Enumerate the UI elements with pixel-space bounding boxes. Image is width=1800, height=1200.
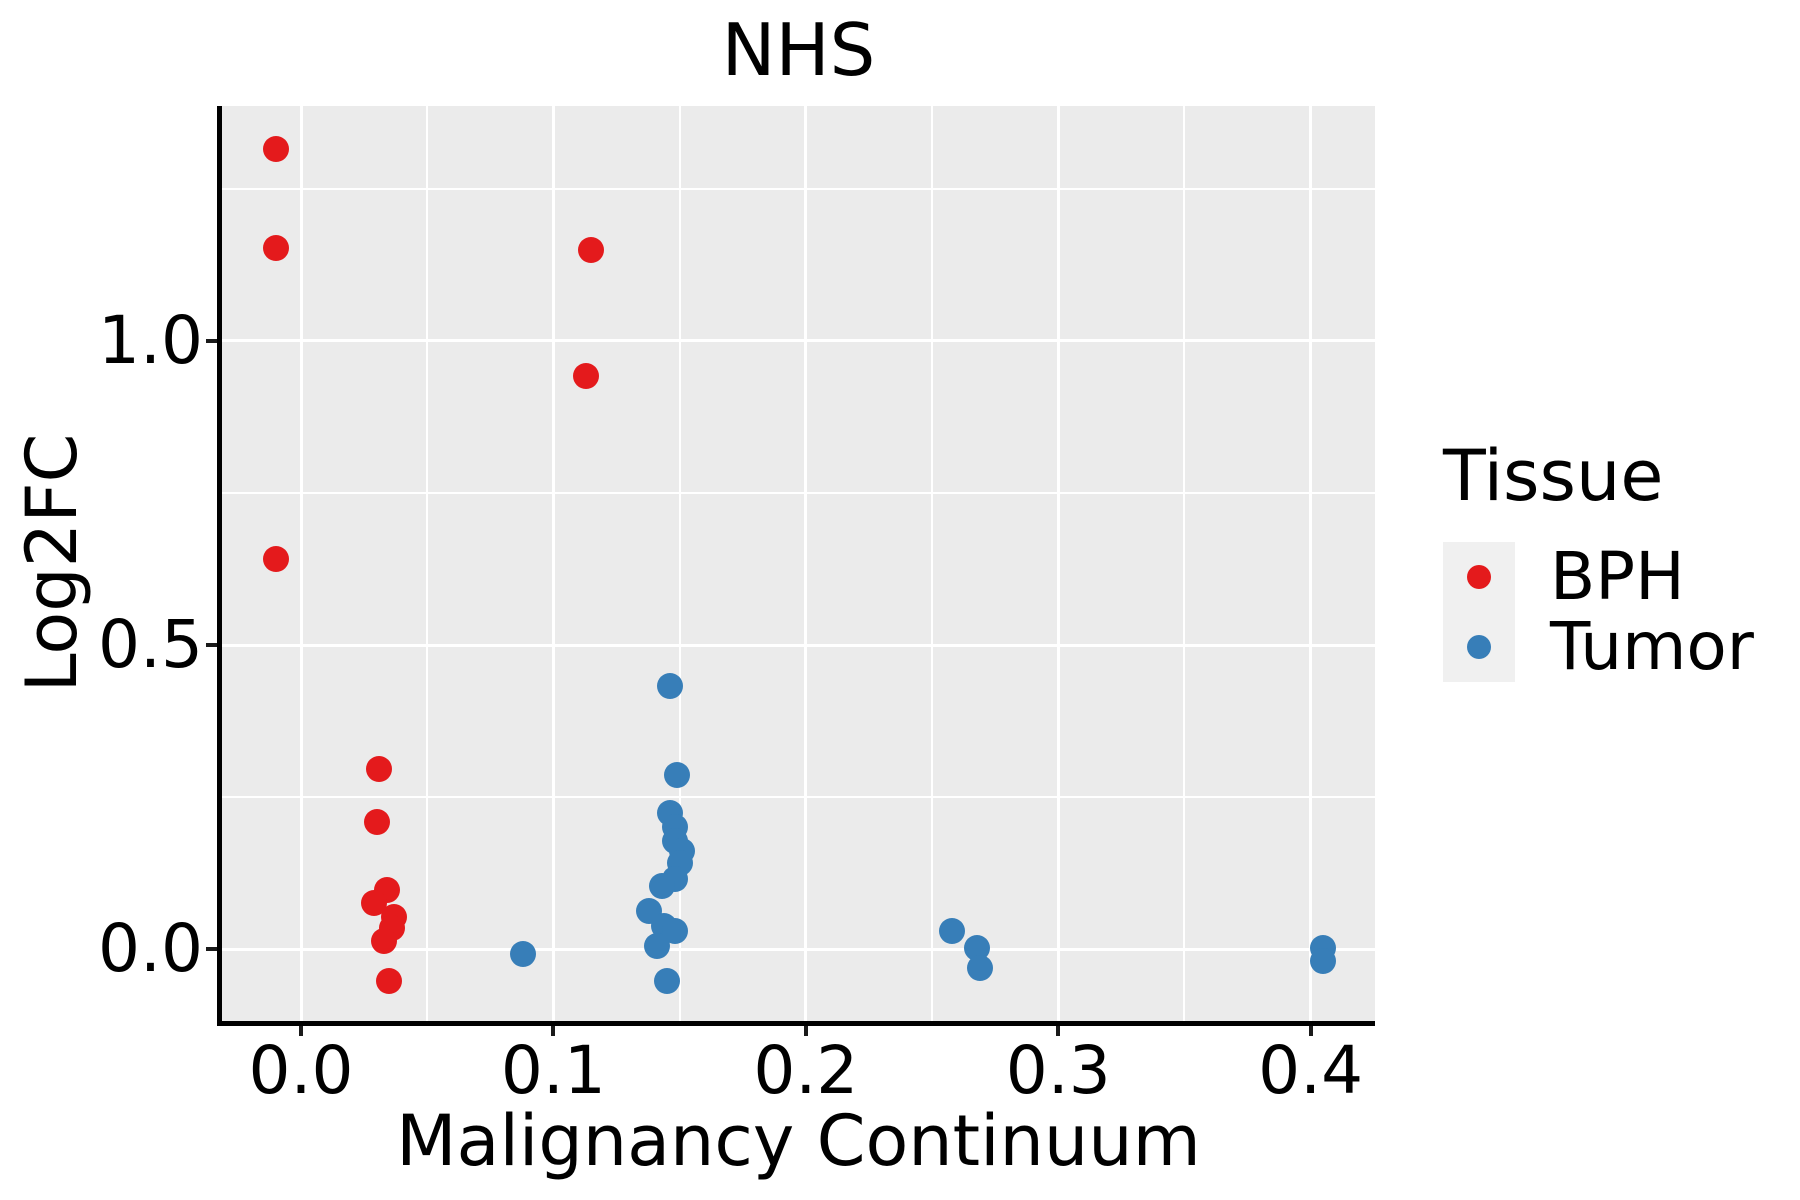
x-tick-mark: [299, 1026, 303, 1036]
gridline-minor-v: [931, 106, 934, 1021]
gridline-minor-h: [222, 492, 1375, 494]
x-tick-label: 0.4: [1258, 1032, 1364, 1109]
legend-marker-bph: [1467, 565, 1491, 589]
y-tick-mark: [206, 338, 217, 343]
x-axis-title: Malignancy Continuum: [396, 1100, 1201, 1182]
legend-label-tumor: Tumor: [1550, 608, 1754, 685]
data-point-tumor: [643, 932, 670, 959]
gridline-major-h: [222, 339, 1375, 343]
data-point-bph: [376, 967, 403, 994]
x-tick-mark: [803, 1026, 808, 1036]
gridline-major-v: [1309, 106, 1313, 1021]
x-tick-label: 0.3: [1005, 1032, 1111, 1109]
legend-title: Tissue: [1443, 435, 1664, 517]
data-point-tumor: [1310, 947, 1337, 974]
data-point-bph: [371, 928, 398, 955]
gridline-minor-v: [1183, 106, 1186, 1021]
data-point-tumor: [648, 872, 675, 899]
gridline-major-v: [551, 106, 555, 1021]
gridline-major-h: [222, 947, 1375, 951]
data-point-bph: [366, 756, 393, 783]
data-point-tumor: [664, 762, 691, 789]
gridline-major-v: [804, 106, 808, 1021]
x-tick-label: 0.2: [753, 1032, 859, 1109]
gridline-minor-h: [222, 187, 1375, 190]
x-tick-mark: [551, 1026, 556, 1036]
data-point-tumor: [653, 968, 680, 995]
gridline-minor-h: [222, 796, 1375, 798]
x-tick-label: 0.0: [248, 1032, 354, 1109]
gridline-minor-v: [426, 106, 429, 1021]
legend-label-bph: BPH: [1550, 538, 1685, 615]
gridline-minor-v: [678, 106, 681, 1021]
y-axis-title: Log2FC: [11, 433, 93, 693]
y-axis-line: [217, 106, 222, 1026]
data-point-tumor: [939, 917, 966, 944]
data-point-tumor: [656, 672, 683, 699]
x-tick-label: 0.1: [500, 1032, 606, 1109]
data-point-bph: [578, 236, 605, 263]
x-tick-mark: [1056, 1026, 1061, 1036]
data-point-tumor: [966, 954, 993, 981]
legend-key-background: [1443, 542, 1515, 682]
data-point-bph: [573, 363, 600, 390]
gridline-major-h: [222, 643, 1375, 647]
gridline-major-v: [1056, 106, 1060, 1021]
y-tick-mark: [206, 643, 217, 647]
plot-title: NHS: [721, 8, 876, 92]
x-tick-mark: [1308, 1026, 1313, 1036]
x-axis-line: [217, 1021, 1375, 1026]
legend-marker-tumor: [1467, 635, 1491, 659]
data-point-bph: [262, 234, 289, 261]
y-tick-label: 0.5: [98, 606, 203, 683]
y-tick-label: 1.0: [98, 301, 203, 379]
data-point-tumor: [510, 940, 537, 967]
gridline-major-v: [299, 106, 303, 1021]
y-tick-mark: [206, 947, 217, 951]
data-point-bph: [262, 546, 289, 573]
y-tick-label: 0.0: [98, 910, 203, 987]
data-point-bph: [262, 135, 289, 162]
plot-panel: [222, 106, 1375, 1021]
data-point-bph: [363, 808, 390, 835]
